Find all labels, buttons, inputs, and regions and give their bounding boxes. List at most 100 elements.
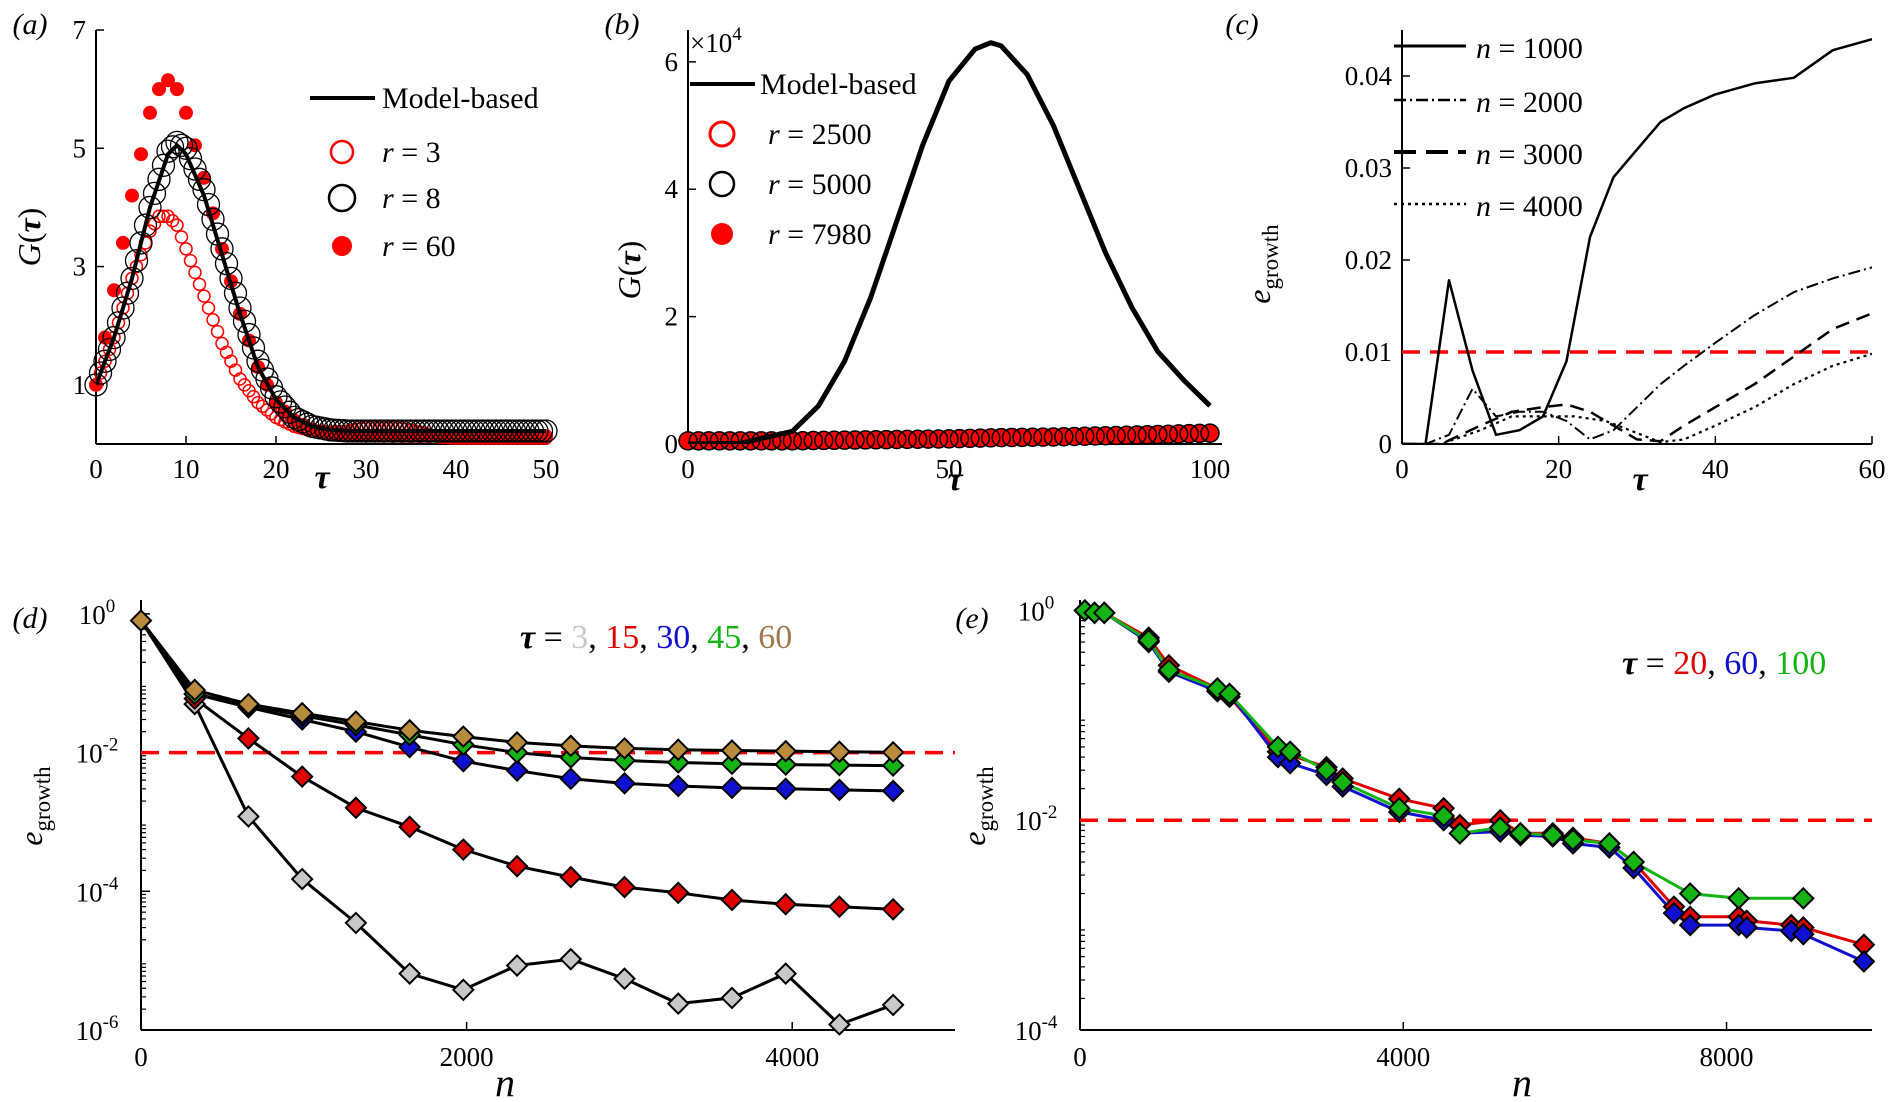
x-tick-label: 4000 (765, 1042, 819, 1072)
y-tick-label: 100 (1018, 592, 1055, 626)
diamond-marker (505, 731, 529, 754)
diamond-marker (666, 881, 690, 905)
diamond-marker (881, 779, 905, 803)
marker-r60 (161, 73, 175, 88)
marker-r8 (84, 373, 108, 397)
marker-r8 (88, 361, 113, 385)
diamond-marker (1791, 922, 1815, 946)
marker-r5000 (803, 430, 824, 451)
y-tick-label: 10-2 (76, 735, 119, 769)
diamond-marker (559, 746, 583, 769)
marker-r8 (295, 412, 320, 436)
exponent-label-b: ×104 (690, 24, 742, 58)
diamond-marker (505, 854, 529, 878)
panel-label-c: (c) (1225, 8, 1258, 41)
marker-r3 (102, 342, 117, 357)
marker-r8 (124, 249, 149, 273)
y-tick-label: 5 (73, 133, 87, 163)
y-tick-label: 6 (665, 47, 679, 77)
marker-r5000 (991, 427, 1011, 448)
diamond-marker (774, 753, 798, 777)
diamond-marker (666, 751, 690, 774)
marker-r8 (156, 139, 180, 163)
diamond-marker (290, 867, 314, 891)
marker-r5000 (709, 431, 730, 451)
x-axis-label-d: n (495, 1060, 515, 1102)
marker-r60 (107, 283, 121, 298)
legend-marker-r60 (332, 236, 352, 256)
y-tick-label: 10-4 (76, 873, 119, 907)
model-line-b (688, 40, 1212, 444)
marker-r5000 (1074, 426, 1095, 446)
marker-r5000 (1033, 427, 1053, 447)
diamond-marker (827, 740, 851, 764)
tau-annotation-e: τ = 20, 60, 100 (1622, 645, 1826, 682)
diamond-marker (613, 967, 636, 991)
marker-r60 (179, 105, 193, 120)
marker-r8 (111, 296, 135, 320)
diamond-marker (1791, 886, 1815, 910)
marker-r5000 (1200, 423, 1220, 443)
marker-r60 (134, 147, 148, 162)
diamond-marker (1678, 913, 1702, 937)
model-line-a (96, 143, 546, 433)
diamond-marker (398, 815, 422, 839)
x-tick-label: 20 (1545, 454, 1572, 484)
diamond-marker (774, 777, 798, 801)
y-tick-label: 10-6 (76, 1012, 119, 1046)
marker-r8 (142, 181, 167, 206)
marker-r5000 (939, 429, 959, 449)
marker-r7980 (1201, 424, 1219, 442)
diamond-marker (666, 774, 690, 798)
legend-label: r = 2500 (768, 118, 872, 151)
series-line-n2000 (1402, 266, 1872, 444)
marker-r5000 (1116, 425, 1137, 445)
marker-r5000 (813, 430, 834, 451)
diamond-marker (505, 759, 529, 783)
diamond-marker (1157, 658, 1181, 682)
panel-label-d: (d) (13, 602, 48, 635)
diamond-marker (1092, 601, 1116, 625)
diamond-marker (451, 749, 475, 773)
diamond-marker (237, 692, 260, 716)
diamond-marker (559, 767, 583, 791)
y-tick-label: 10-2 (1015, 802, 1058, 836)
marker-r3 (197, 289, 211, 303)
x-tick-label: 2000 (440, 1042, 494, 1072)
marker-r5000 (1127, 425, 1147, 445)
diamond-marker (559, 734, 583, 758)
y-axis-label-c: egrowth (1241, 224, 1283, 304)
marker-r5000 (897, 429, 917, 450)
diamond-marker (398, 735, 422, 759)
data-marks (84, 37, 1876, 1036)
x-tick-label: 100 (1190, 454, 1231, 484)
marker-r5000 (1148, 424, 1168, 445)
legend-label: Model-based (760, 68, 917, 101)
diamond-marker (398, 718, 422, 742)
marker-r8 (133, 213, 158, 237)
marker-r5000 (1179, 423, 1199, 444)
x-tick-label: 10 (173, 454, 200, 484)
marker-r3 (206, 313, 220, 327)
diamond-marker (827, 778, 851, 802)
marker-r5000 (699, 431, 719, 451)
series-line-n3000 (1402, 312, 1872, 444)
diamond-marker (774, 892, 798, 916)
marker-r60 (188, 138, 202, 153)
marker-r3 (183, 253, 198, 268)
marker-r8 (151, 153, 176, 177)
y-tick-label: 0.01 (1345, 337, 1392, 367)
panel-label-a: (a) (13, 8, 48, 41)
axes-frames (95, 29, 1873, 1031)
marker-r8 (160, 135, 185, 159)
marker-r5000 (855, 430, 876, 450)
y-axis-label-d: egrowth (13, 766, 55, 846)
marker-r8 (183, 157, 207, 181)
marker-r3 (170, 218, 184, 232)
diamond-marker (1488, 816, 1512, 840)
diamond-marker (505, 954, 529, 977)
marker-r5000 (1095, 425, 1116, 446)
marker-r5000 (1158, 424, 1178, 444)
diamond-marker (1315, 758, 1338, 782)
x-tick-label: 0 (681, 454, 695, 484)
